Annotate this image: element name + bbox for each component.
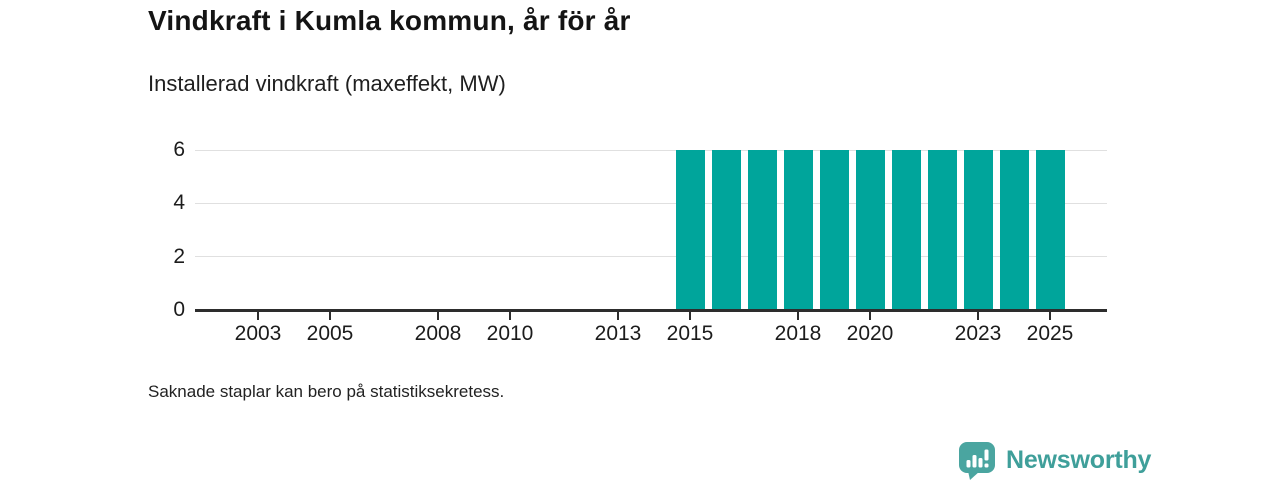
- y-axis-label-4: 4: [173, 191, 185, 215]
- x-tick-2025: [1049, 312, 1051, 320]
- bar-2019: [819, 150, 849, 310]
- x-axis-label-2015: 2015: [666, 322, 714, 345]
- x-tick-2008: [437, 312, 439, 320]
- x-axis-label-2025: 2025: [1026, 322, 1074, 345]
- x-tick-2003: [257, 312, 259, 320]
- x-axis-label-2010: 2010: [486, 322, 534, 345]
- bar-2015: [675, 150, 705, 310]
- bar-2021: [891, 150, 921, 310]
- bar-2016: [711, 150, 741, 310]
- chart-title: Vindkraft i Kumla kommun, år för år: [148, 5, 631, 36]
- x-axis-label-2020: 2020: [846, 322, 894, 345]
- x-tick-2015: [689, 312, 691, 320]
- x-tick-2010: [509, 312, 511, 320]
- newsworthy-wordmark: Newsworthy: [1006, 445, 1152, 474]
- x-axis-label-2013: 2013: [594, 322, 642, 345]
- x-axis-label-2008: 2008: [414, 322, 462, 345]
- x-axis-label-2018: 2018: [774, 322, 822, 345]
- x-axis-label-2005: 2005: [306, 322, 354, 345]
- bar-2023: [963, 150, 993, 310]
- bar-2020: [855, 150, 885, 310]
- y-axis-label-6: 6: [173, 138, 185, 161]
- x-tick-2013: [617, 312, 619, 320]
- bar-2024: [999, 150, 1029, 310]
- chart-subtitle: Installerad vindkraft (maxeffekt, MW): [148, 71, 506, 96]
- gridline-6: [195, 149, 1107, 151]
- bar-2017: [747, 150, 777, 310]
- y-axis-label-2: 2: [173, 244, 185, 268]
- x-tick-2005: [329, 312, 331, 320]
- y-axis-label-0: 0: [173, 298, 185, 321]
- bar-chart-speech-bubble-icon: [959, 442, 995, 480]
- bar-2025: [1035, 150, 1065, 310]
- x-tick-2018: [797, 312, 799, 320]
- x-tick-2023: [977, 312, 979, 320]
- bar-2022: [927, 150, 957, 310]
- x-axis-line: [195, 309, 1107, 312]
- x-tick-2020: [869, 312, 871, 320]
- bar-2018: [783, 150, 813, 310]
- x-axis-label-2003: 2003: [234, 322, 282, 345]
- footnote: Saknade staplar kan bero på statistiksek…: [148, 382, 505, 401]
- gridline-4: [195, 202, 1107, 204]
- newsworthy-logo: Newsworthy: [956, 440, 1151, 480]
- x-axis-label-2023: 2023: [954, 322, 1002, 345]
- gridline-2: [195, 256, 1107, 258]
